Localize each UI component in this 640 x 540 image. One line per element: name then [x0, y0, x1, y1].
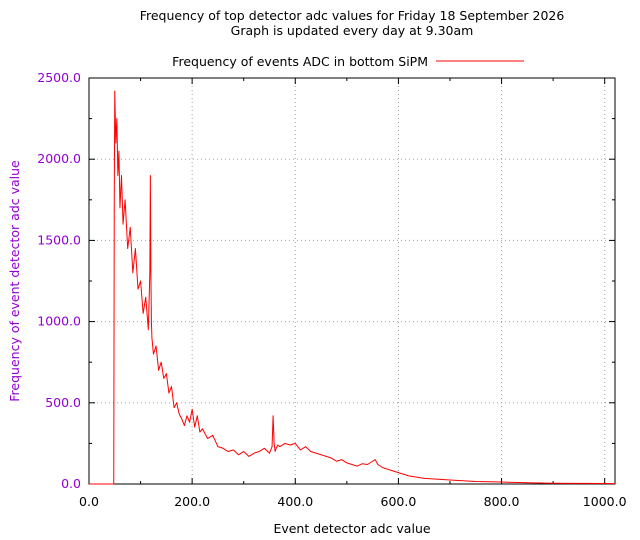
y-axis-label: Frequency of event detector adc value [7, 160, 22, 402]
series-line-0 [89, 90, 616, 485]
gridlines [89, 78, 615, 484]
chart-title-line1: Frequency of top detector adc values for… [140, 8, 565, 23]
x-tick-label: 400.0 [277, 494, 313, 509]
y-tick-label: 1000.0 [37, 314, 81, 329]
y-tick-label: 1500.0 [37, 232, 81, 247]
y-tick-label: 0.0 [61, 476, 81, 491]
plot-frame [88, 77, 616, 485]
y-tick-label: 2000.0 [37, 151, 81, 166]
x-axis: 0.0 200.0 400.0 600.0 800.0 1000.0 [79, 78, 627, 509]
x-tick-label: 600.0 [381, 494, 417, 509]
x-axis-label: Event detector adc value [273, 521, 430, 536]
x-tick-label: 0.0 [79, 494, 99, 509]
y-tick-label: 2500.0 [37, 70, 81, 85]
y-tick-label: 500.0 [45, 395, 81, 410]
x-tick-label: 200.0 [174, 494, 210, 509]
x-tick-label: 1000.0 [583, 494, 627, 509]
series-layer [89, 90, 616, 485]
x-tick-label: 800.0 [484, 494, 520, 509]
legend: Frequency of events ADC in bottom SiPM [172, 54, 524, 69]
chart-title-line2: Graph is updated every day at 9.30am [231, 23, 474, 38]
legend-label: Frequency of events ADC in bottom SiPM [172, 54, 428, 69]
y-axis: 0.0 500.0 1000.0 1500.0 2000.0 2500.0 [37, 70, 615, 491]
